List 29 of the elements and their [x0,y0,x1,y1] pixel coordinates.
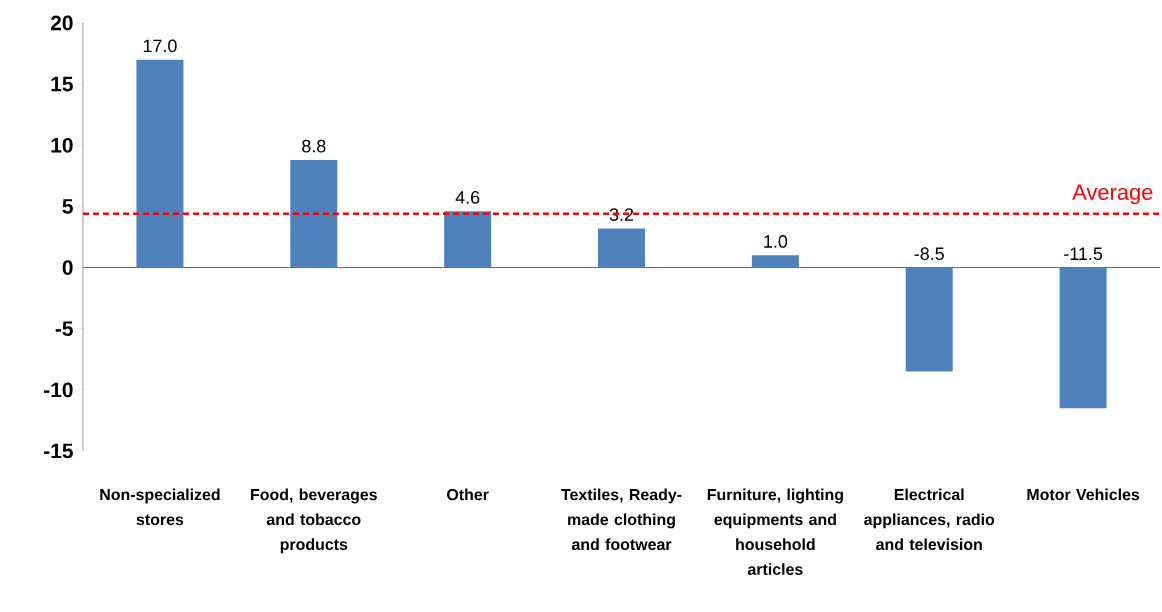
y-tick-label: 20 [50,15,73,31]
x-tick-label: Other [447,488,489,501]
data-label: 8.8 [302,139,326,153]
bar [136,59,184,268]
bar [290,159,338,268]
x-tick-label: Food, beverages and tobacco products [251,488,377,554]
y-tick-label: -15 [44,443,73,459]
y-tick-label: -5 [55,321,73,337]
y-tick-label: 5 [62,199,73,214]
bar [905,267,953,372]
x-tick-label: Textiles, Ready-made clothing and footwear [561,488,682,551]
data-label: -8.5 [914,247,944,261]
x-tick-label: Furniture, lighting equipments and household articles [707,488,843,575]
bar [751,255,799,268]
bar [1059,267,1107,409]
data-label: 17.0 [143,39,177,53]
x-tick-label: Motor Vehicles [1027,488,1140,501]
y-tick-label: 15 [51,76,73,92]
data-label: 1.0 [764,235,788,248]
bar [598,228,646,268]
y-tick-label: 10 [51,137,73,153]
x-tick-label: Electrical appliances, radio and television [864,488,995,551]
bar [444,211,492,268]
y-tick-label: -10 [44,382,73,398]
x-tick-label: Non-specialized stores [100,488,220,526]
y-tick-label: 0 [62,260,73,275]
ref-line-label: Average [1072,184,1153,205]
data-label: 4.6 [455,191,480,204]
data-label: -11.5 [1064,247,1103,261]
